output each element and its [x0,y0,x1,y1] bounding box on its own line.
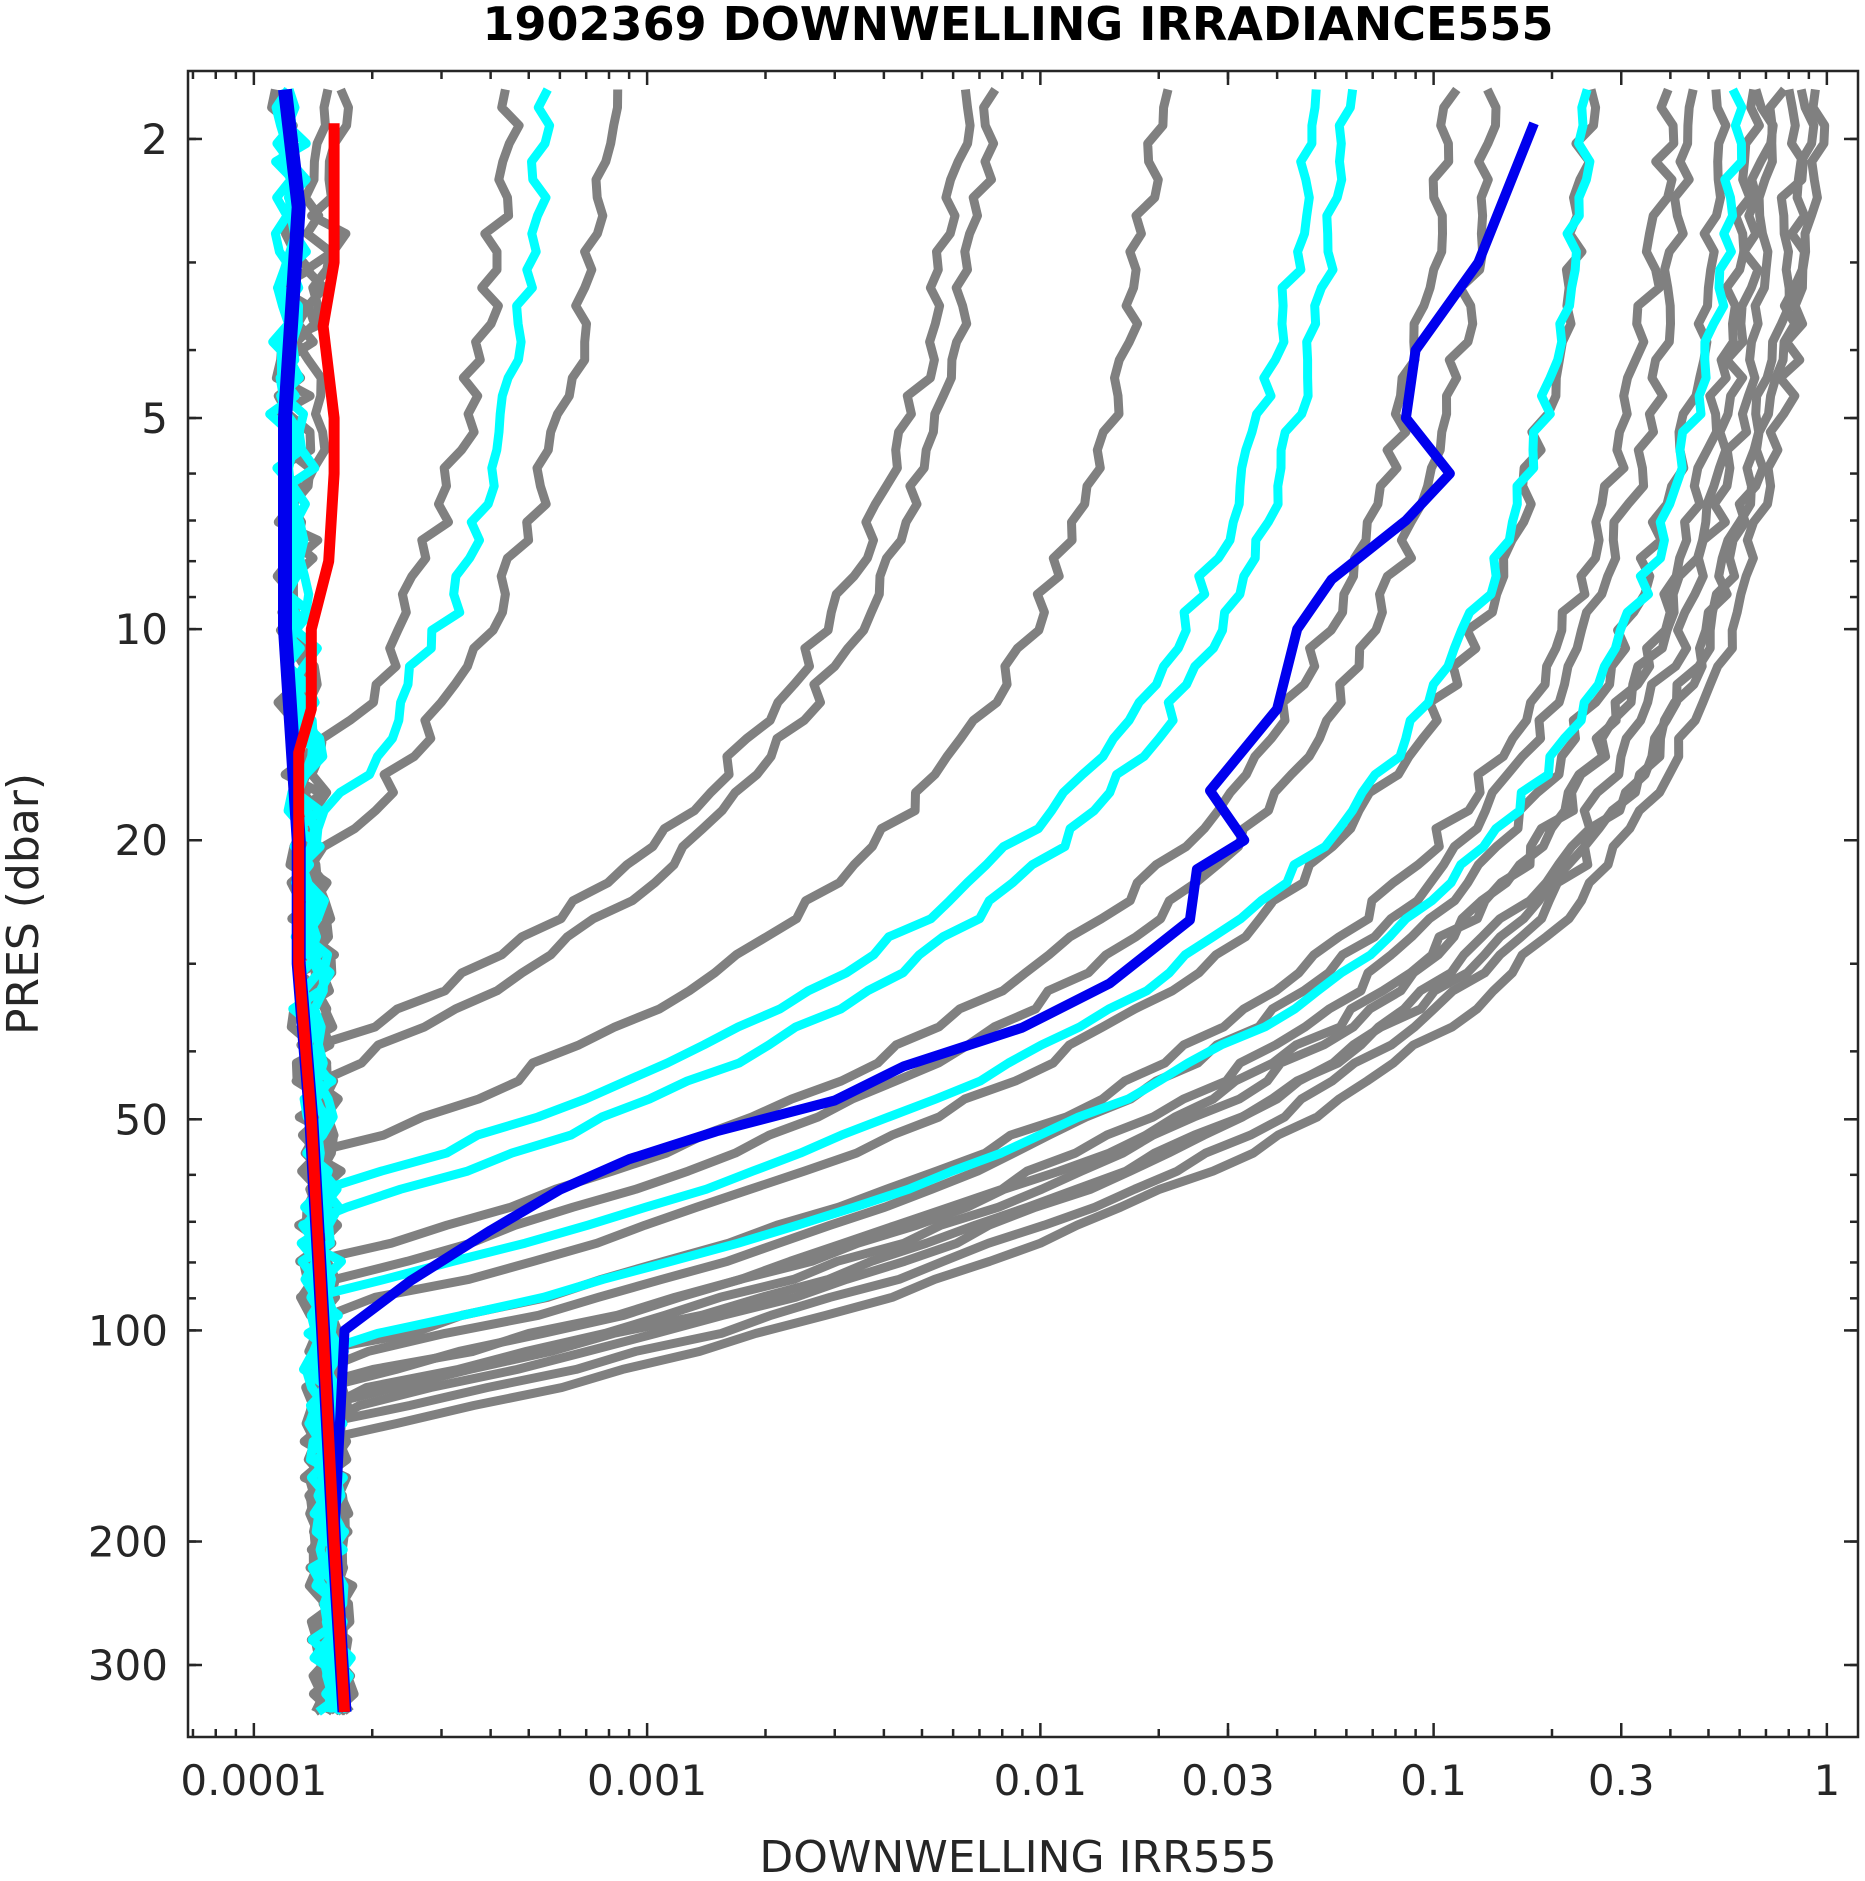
x-axis-label: DOWNWELLING IRR555 [759,1832,1276,1881]
plot-frame [186,69,1860,1739]
y-tick-label: 300 [88,1641,168,1690]
y-tick-label: 100 [88,1306,168,1355]
x-tick-label: 0.01 [994,1756,1088,1805]
gray-profile-line [298,88,1173,1716]
series-layer [265,86,1830,1716]
y-tick-label: 50 [115,1095,168,1144]
y-tick-label: 10 [115,605,168,654]
x-tick-label: 0.3 [1588,1756,1655,1805]
gray-profile-line [311,88,1819,1715]
x-tick-label: 1 [1813,1756,1840,1805]
x-tick-label: 0.0001 [180,1756,327,1805]
y-tick-label: 20 [115,816,168,865]
x-tick-label: 0.1 [1400,1756,1467,1805]
gray-profile-line [299,86,1788,1716]
gray-profile-line [294,87,1000,1714]
x-tick-label: 0.03 [1181,1756,1275,1805]
y-tick-label: 2 [141,115,168,164]
red-profile-line [293,123,350,1713]
gray-profile-line [303,88,1830,1716]
y-axis-label: PRES (dbar) [0,773,49,1035]
y-tick-label: 5 [141,394,168,443]
chart-title: 1902369 DOWNWELLING IRRADIANCE555 [483,0,1554,51]
x-tick-label: 0.001 [587,1756,707,1805]
y-tick-label: 200 [88,1518,168,1567]
blue-profile-line [329,121,1539,1713]
cyan-profile-line [301,87,1747,1713]
gray-profile-line [291,88,975,1714]
tick-layer: 0.0001 0.001 0.01 0.03 0.1 0.3 1 2 5 10 20 50 100 200… [88,71,1858,1805]
